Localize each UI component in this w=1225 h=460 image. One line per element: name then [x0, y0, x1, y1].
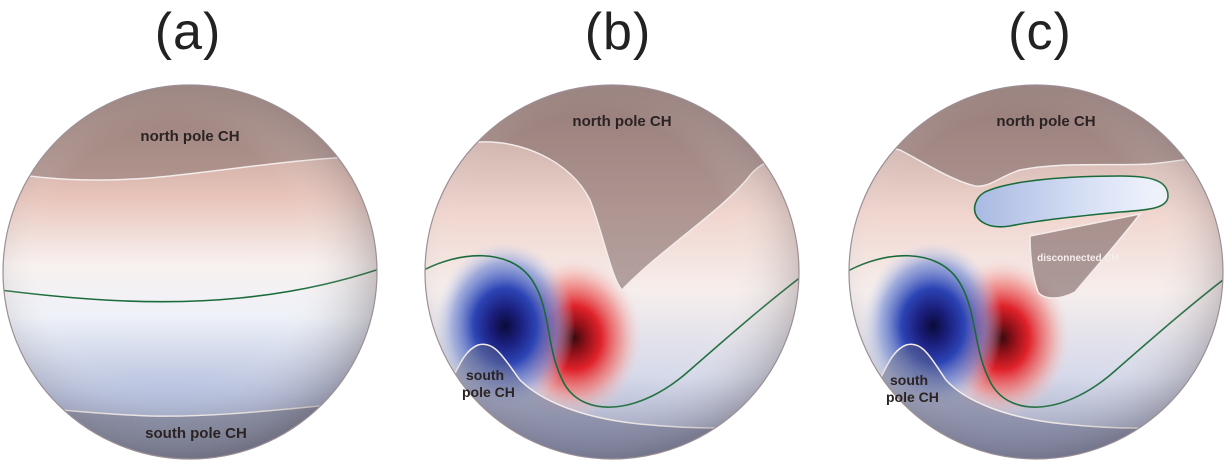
panel-b-title: (b) [584, 3, 652, 61]
south-pole-label-a: south pole CH [145, 425, 247, 442]
panel-c-title: (c) [1008, 3, 1072, 61]
north-pole-label-a: north pole CH [140, 128, 239, 145]
north-pole-label-c: north pole CH [996, 113, 1095, 130]
panel-a-title: (a) [154, 3, 222, 61]
sphere-c: north pole CH disconnected CH south pole… [848, 84, 1224, 460]
north-pole-label-b: north pole CH [572, 113, 671, 130]
sphere-b: north pole CH south pole CH [424, 84, 800, 460]
south-pole-label-b-line2: pole CH [462, 384, 515, 400]
sphere-a: north pole CH south pole CH [2, 84, 378, 460]
south-pole-label-c-line1: south [890, 372, 928, 388]
south-pole-label-c-line2: pole CH [886, 389, 939, 405]
disconnected-ch-label-c: disconnected CH [1037, 253, 1119, 264]
south-pole-label-b-line1: south [466, 367, 504, 383]
